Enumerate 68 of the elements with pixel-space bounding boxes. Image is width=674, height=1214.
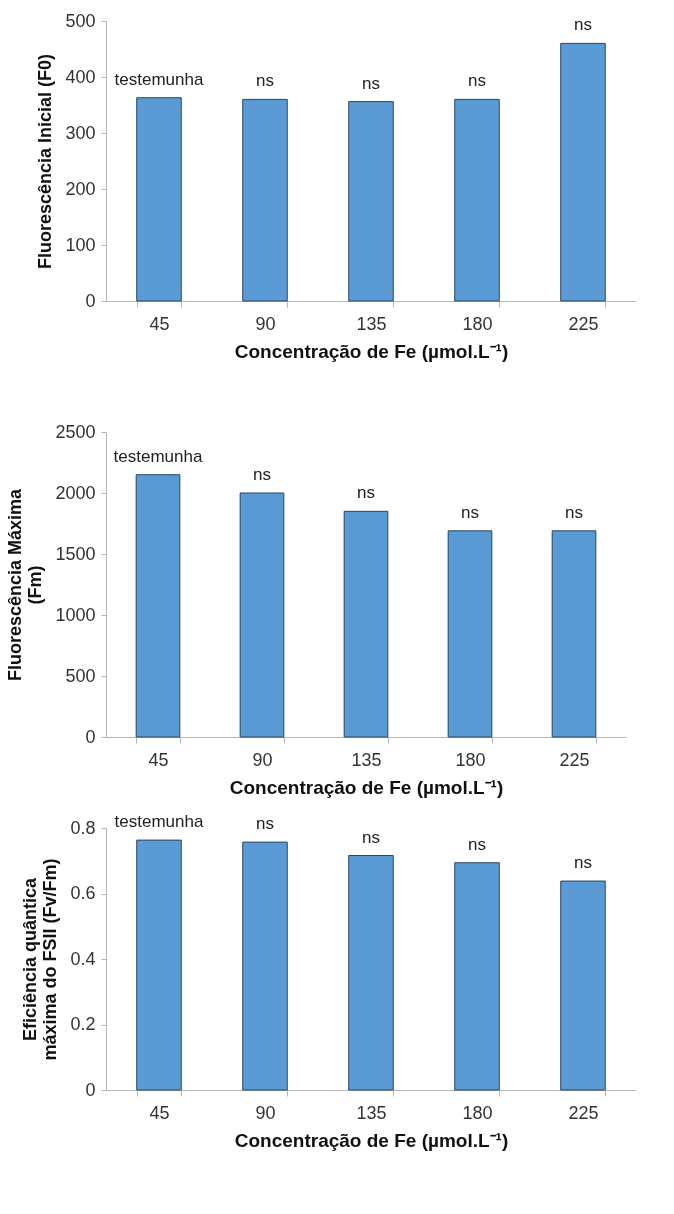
y-tick-label: 400 — [65, 66, 96, 87]
bar — [136, 839, 182, 1091]
bar — [447, 530, 493, 738]
x-tick-label: 225 — [568, 1102, 599, 1123]
x-tick-label: 45 — [149, 1102, 170, 1123]
y-tick-label: 100 — [65, 234, 96, 255]
annotation: ns — [362, 827, 380, 847]
x-tick-label: 45 — [148, 749, 169, 770]
annotation: testemunha — [114, 812, 204, 832]
x-tick-label: 135 — [356, 1102, 387, 1123]
bar — [560, 880, 606, 1091]
annotation: testemunha — [114, 69, 204, 89]
y-tick-label: 500 — [65, 10, 96, 31]
y-tick-label: 0.4 — [70, 948, 96, 969]
bar — [135, 474, 181, 738]
x-tick-label: 90 — [255, 313, 276, 334]
annotation: ns — [256, 71, 274, 91]
annotation: ns — [468, 834, 486, 854]
x-tick-label: 180 — [455, 749, 486, 770]
y-tick-label: 2500 — [55, 421, 96, 442]
bar — [136, 97, 182, 302]
y-tick-label: 200 — [65, 178, 96, 199]
annotation: ns — [574, 853, 592, 873]
annotation: ns — [468, 71, 486, 91]
x-axis-title: Concentração de Fe (µmol.L⁻¹) — [229, 776, 504, 798]
x-axis-title: Concentração de Fe (µmol.L⁻¹) — [234, 1129, 509, 1151]
x-tick-label: 135 — [351, 749, 382, 770]
annotation: ns — [362, 73, 380, 93]
x-tick-label: 180 — [462, 313, 493, 334]
bar — [348, 101, 394, 302]
x-tick-label: 90 — [255, 1102, 276, 1123]
x-tick-label: 135 — [356, 313, 387, 334]
x-tick-label: 225 — [559, 749, 590, 770]
bar — [242, 841, 288, 1091]
x-axis-title: Concentração de Fe (µmol.L⁻¹) — [234, 340, 509, 362]
annotation: ns — [256, 814, 274, 834]
bar — [454, 862, 500, 1091]
annotation: ns — [461, 502, 479, 522]
y-axis-title: Fluorescência Inicial (F0) — [35, 53, 56, 270]
y-tick-label: 2000 — [55, 482, 96, 503]
bar — [239, 492, 285, 738]
bar — [348, 855, 394, 1091]
y-tick-label: 0.2 — [70, 1014, 96, 1034]
y-tick-label: 0 — [85, 726, 96, 747]
y-axis-title: Eficiência quântica máxima do FSII (Fv/Fm) — [20, 858, 61, 1061]
y-tick-label: 0.8 — [70, 817, 96, 838]
annotation: ns — [253, 465, 271, 484]
x-tick-label: 180 — [462, 1102, 493, 1123]
bar — [560, 42, 606, 302]
y-tick-label: 0.6 — [70, 883, 96, 903]
annotation: testemunha — [113, 446, 203, 466]
y-tick-label: 500 — [65, 665, 96, 686]
bar — [454, 98, 500, 302]
bar — [551, 530, 597, 738]
x-tick-label: 45 — [149, 313, 170, 334]
y-tick-label: 1500 — [55, 543, 96, 564]
bar — [242, 98, 288, 302]
x-tick-label: 90 — [252, 749, 273, 770]
y-tick-label: 0 — [85, 290, 96, 311]
y-tick-label: 300 — [65, 122, 96, 143]
bar — [343, 510, 389, 738]
y-tick-label: 0 — [85, 1079, 96, 1100]
annotation: ns — [574, 15, 592, 35]
y-tick-label: 1000 — [55, 604, 96, 625]
annotation: ns — [565, 502, 583, 522]
y-axis-title: Fluorescência Máxima (Fm) — [5, 487, 46, 682]
annotation: ns — [357, 483, 375, 503]
x-tick-label: 225 — [568, 313, 599, 334]
